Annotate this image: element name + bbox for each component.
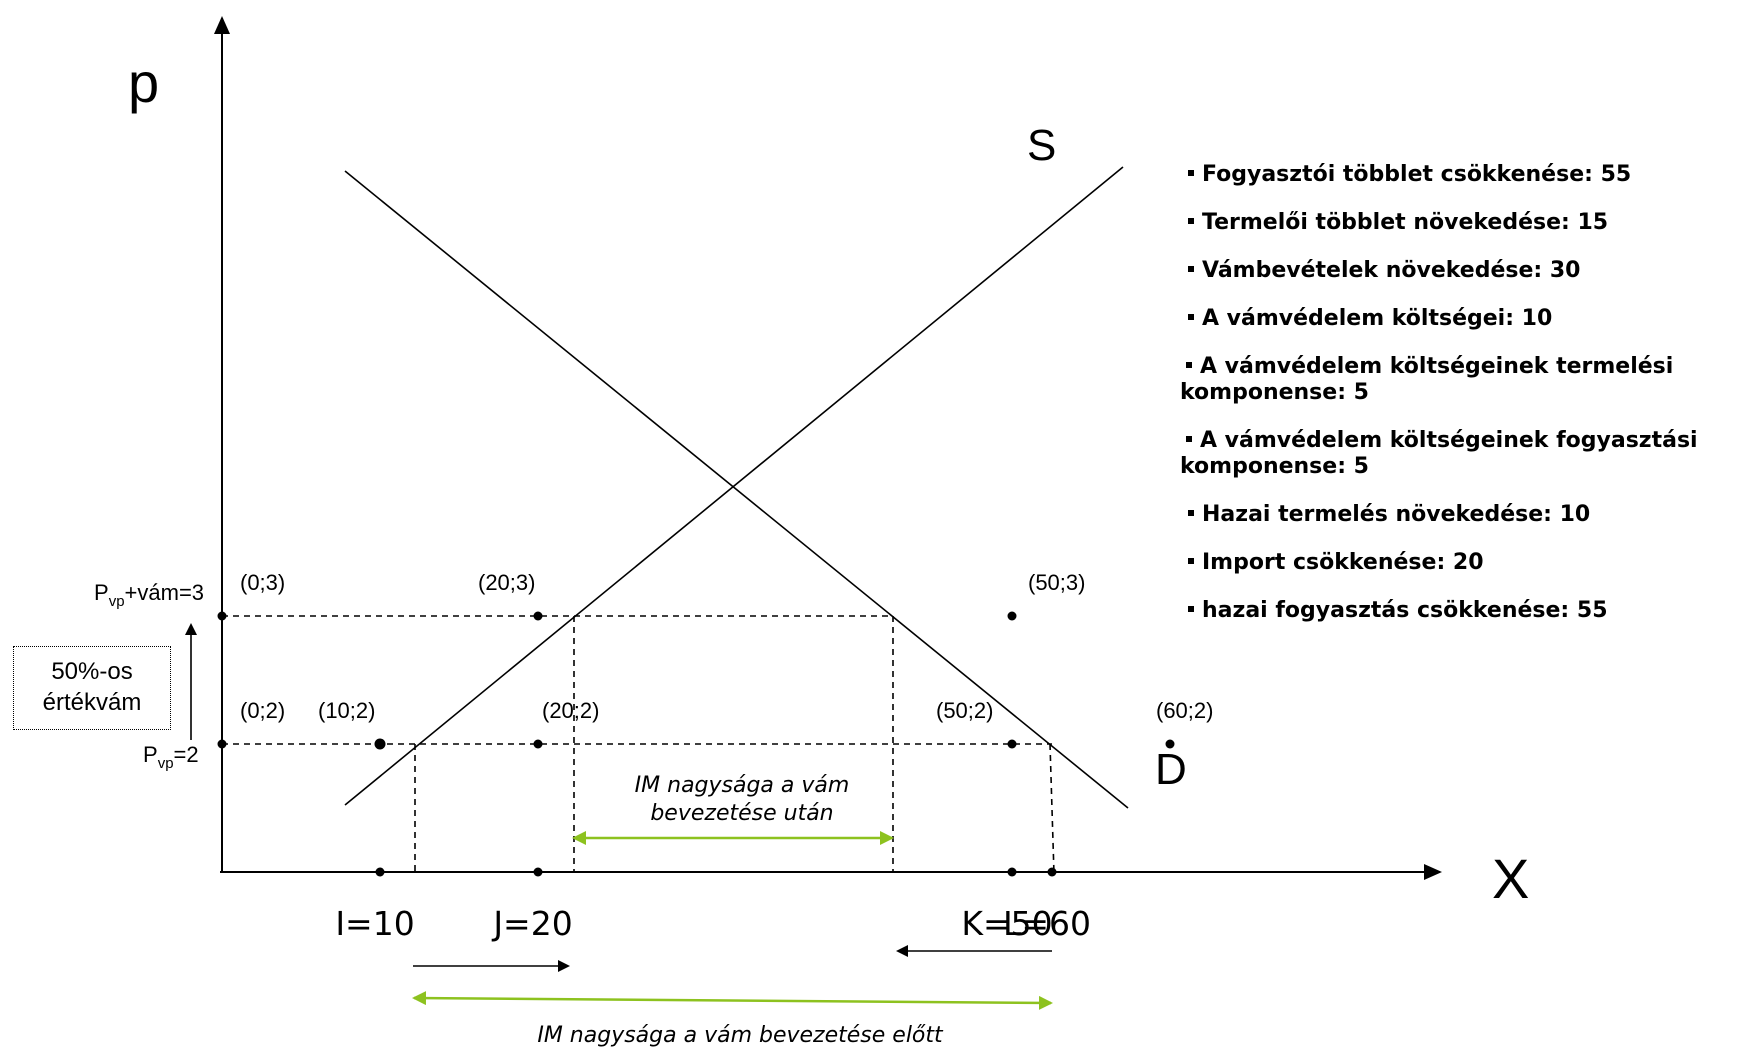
result-text: Vámbevételek növekedése: 30 <box>1202 258 1581 283</box>
result-text: Hazai termelés növekedése: 10 <box>1202 502 1591 527</box>
point-label: (10;2) <box>318 698 375 723</box>
result-text: hazai fogyasztás csökkenése: 55 <box>1202 598 1608 623</box>
bullet-icon <box>1188 606 1194 612</box>
result-item: A vámvédelem költségeinek fogyasztási kom… <box>1180 428 1742 480</box>
x-tick-marker <box>533 867 543 877</box>
point-marker <box>533 611 543 621</box>
supply-curve-label: S <box>1027 121 1056 170</box>
bullet-icon <box>1188 266 1194 272</box>
demand-curve <box>344 170 1129 809</box>
result-text: Termelői többlet növekedése: 15 <box>1202 210 1609 235</box>
result-item: Hazai termelés növekedése: 10 <box>1182 502 1742 528</box>
point-label: (0;2) <box>240 698 285 723</box>
result-item: Import csökkenése: 20 <box>1182 550 1742 576</box>
point-marker <box>1007 739 1017 749</box>
x-tick-label: I=10 <box>335 904 414 943</box>
x-axis-label: X <box>1492 847 1529 910</box>
point-marker <box>374 738 386 750</box>
results-list: Fogyasztói többlet csökkenése: 55 Termelő… <box>1180 162 1742 646</box>
point-marker <box>533 739 543 749</box>
im-before-arrow <box>412 991 1053 1010</box>
point-marker <box>1165 739 1175 749</box>
bullet-icon <box>1188 558 1194 564</box>
im-before-note: IM nagysága a vám bevezetése előtt <box>537 1023 944 1048</box>
result-item: Vámbevételek növekedése: 30 <box>1182 258 1742 284</box>
result-item: Fogyasztói többlet csökkenése: 55 <box>1182 162 1742 188</box>
supply-curve <box>344 166 1124 806</box>
result-item: A vámvédelem költségeinek termelési kompo… <box>1180 354 1742 406</box>
x-tick-marker <box>1047 867 1057 877</box>
x-ticks-layer: I=10 J=20 K=50L=60 <box>335 867 1091 943</box>
x-tick-marker <box>375 867 385 877</box>
im-after-note-line2: bevezetése után <box>650 801 833 826</box>
point-label: (60;2) <box>1156 698 1213 723</box>
x-tick-label: L=60 <box>1003 904 1091 943</box>
bullet-icon <box>1188 510 1194 516</box>
price-label-tariff: Pvp+vám=3 <box>94 580 204 610</box>
tariff-box: 50%-os értékvám <box>13 646 171 730</box>
guide-lines <box>222 615 1055 875</box>
result-text: A vámvédelem költségeinek fogyasztási <box>1200 428 1698 453</box>
result-text: A vámvédelem költségei: 10 <box>1202 306 1553 331</box>
result-text: Import csökkenése: 20 <box>1202 550 1484 575</box>
bullet-icon <box>1188 170 1194 176</box>
bullet-icon <box>1186 436 1192 442</box>
point-label: (50;3) <box>1028 570 1085 595</box>
price-label-world: Pvp=2 <box>143 742 199 772</box>
bullet-icon <box>1188 218 1194 224</box>
result-text-continued: komponense: 5 <box>1180 454 1369 479</box>
point-label: (0;3) <box>240 570 285 595</box>
result-item: Termelői többlet növekedése: 15 <box>1182 210 1742 236</box>
bullet-icon <box>1188 314 1194 320</box>
point-label: (20;2) <box>542 698 599 723</box>
x-tick-label: K=50 <box>961 904 1052 943</box>
tariff-box-line2: értékvám <box>42 689 142 716</box>
point-marker <box>1007 611 1017 621</box>
bullet-icon <box>1186 362 1192 368</box>
point-label: (50;2) <box>936 698 993 723</box>
result-text: Fogyasztói többlet csökkenése: 55 <box>1202 162 1632 187</box>
point-label: (20;3) <box>478 570 535 595</box>
result-item: hazai fogyasztás csökkenése: 55 <box>1182 598 1742 624</box>
x-tick-label: J=20 <box>491 904 572 943</box>
result-text: A vámvédelem költségeinek termelési <box>1200 354 1674 379</box>
demand-curve-label: D <box>1155 745 1187 794</box>
y-axis-label: p <box>128 51 159 114</box>
points-layer: (0;3) (20;3) (50;3) (0;2) (10;2) (20;2) (50;2)… <box>217 570 1213 750</box>
im-after-note-line1: IM nagysága a vám <box>635 773 850 798</box>
result-text-continued: komponense: 5 <box>1180 380 1369 405</box>
x-tick-marker <box>1007 867 1017 877</box>
point-marker <box>217 611 227 621</box>
result-item: A vámvédelem költségei: 10 <box>1182 306 1742 332</box>
point-marker <box>217 739 227 749</box>
tariff-box-line1: 50%-os <box>51 658 133 685</box>
